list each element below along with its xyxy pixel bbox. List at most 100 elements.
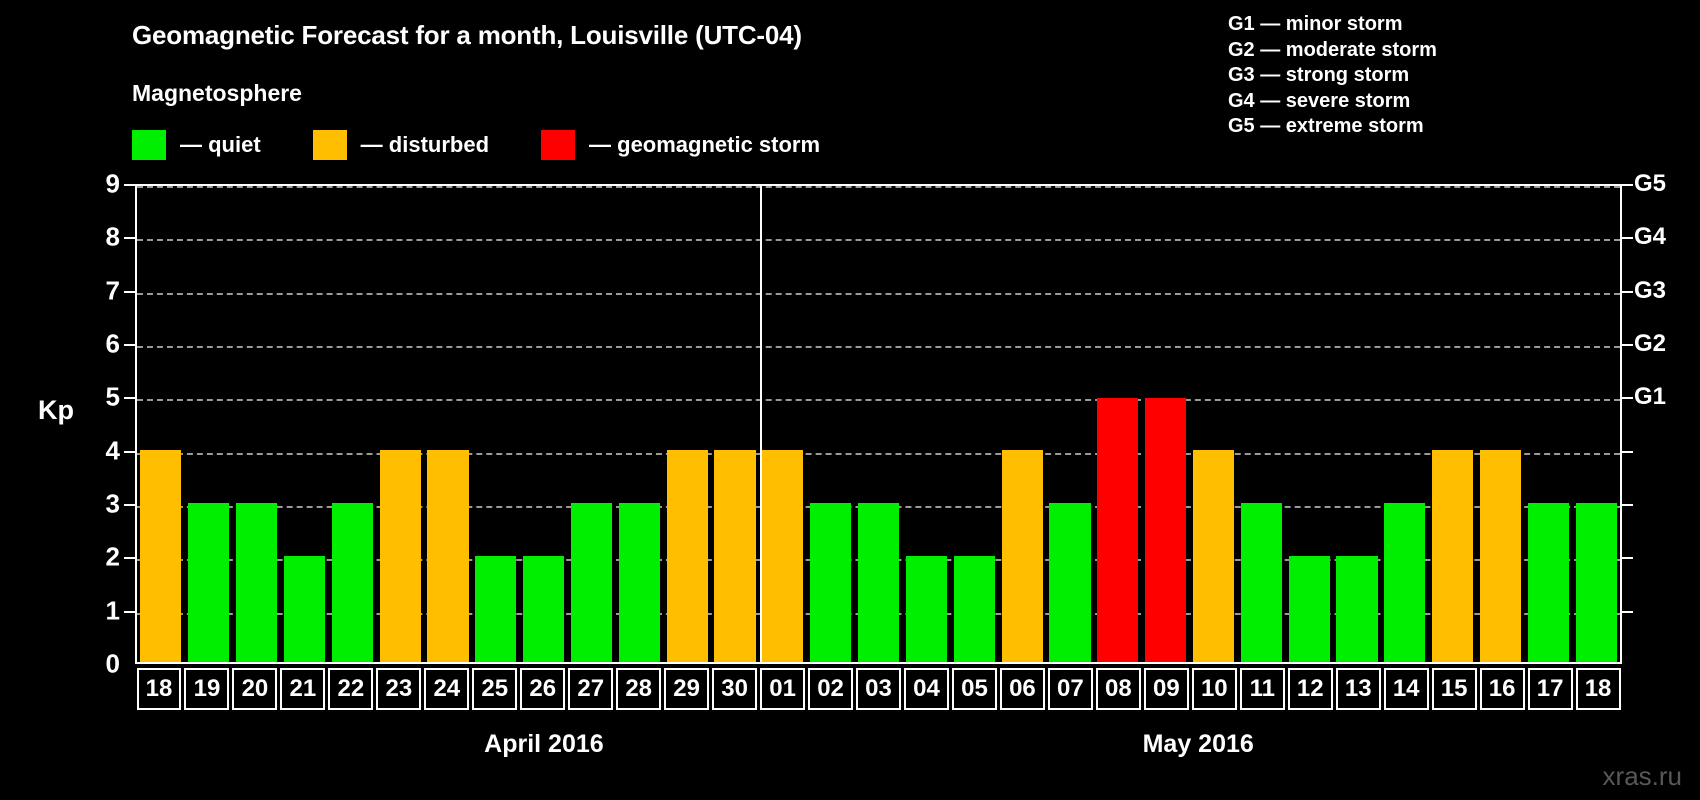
date-label[interactable]: 26 [520, 668, 566, 710]
bar-cell[interactable] [1477, 186, 1525, 662]
bar-cell[interactable] [1429, 186, 1477, 662]
bar[interactable] [1240, 503, 1282, 662]
legend-swatch-icon [312, 130, 347, 160]
bar-cell[interactable] [1142, 186, 1190, 662]
date-label[interactable]: 07 [1047, 668, 1093, 710]
date-label[interactable]: 14 [1383, 668, 1429, 710]
bar[interactable] [1145, 397, 1187, 662]
bar-cell[interactable] [1381, 186, 1429, 662]
bar-cell[interactable] [903, 186, 951, 662]
bar-cell[interactable] [663, 186, 711, 662]
bar-cell[interactable] [615, 186, 663, 662]
bar-cell[interactable] [520, 186, 568, 662]
bar-cell[interactable] [376, 186, 424, 662]
date-label[interactable]: 29 [664, 668, 710, 710]
bar-cell[interactable] [233, 186, 281, 662]
bar[interactable] [714, 450, 756, 662]
bar-cell[interactable] [185, 186, 233, 662]
bar[interactable] [1001, 450, 1043, 662]
date-label[interactable]: 22 [328, 668, 374, 710]
date-label[interactable]: 11 [1239, 668, 1285, 710]
date-label[interactable]: 05 [951, 668, 997, 710]
bar[interactable] [140, 450, 182, 662]
y-tick-label: 5 [105, 381, 120, 412]
bar[interactable] [1049, 503, 1091, 662]
bar-cell[interactable] [855, 186, 903, 662]
bar[interactable] [1384, 503, 1426, 662]
date-label[interactable]: 27 [568, 668, 614, 710]
bar[interactable] [331, 503, 373, 662]
date-label[interactable]: 18 [136, 668, 182, 710]
date-label[interactable]: 08 [1095, 668, 1141, 710]
bar[interactable] [188, 503, 230, 662]
bar-cell[interactable] [137, 186, 185, 662]
date-label[interactable]: 24 [424, 668, 470, 710]
bar[interactable] [666, 450, 708, 662]
bar-cell[interactable] [1285, 186, 1333, 662]
bar[interactable] [1527, 503, 1569, 662]
bar-cell[interactable] [1572, 186, 1620, 662]
date-label[interactable]: 09 [1143, 668, 1189, 710]
date-label[interactable]: 17 [1527, 668, 1573, 710]
date-label[interactable]: 18 [1575, 668, 1621, 710]
bar[interactable] [475, 556, 517, 662]
date-label[interactable]: 19 [184, 668, 230, 710]
bar-cell[interactable] [1046, 186, 1094, 662]
bar-cell[interactable] [568, 186, 616, 662]
bar[interactable] [905, 556, 947, 662]
bar[interactable] [858, 503, 900, 662]
date-label[interactable]: 12 [1287, 668, 1333, 710]
bar-cell[interactable] [807, 186, 855, 662]
bar[interactable] [618, 503, 660, 662]
bar-cell[interactable] [1237, 186, 1285, 662]
date-label[interactable]: 20 [232, 668, 278, 710]
bar[interactable] [570, 503, 613, 662]
bar[interactable] [810, 503, 852, 662]
date-label[interactable]: 03 [856, 668, 901, 710]
bar-cell[interactable] [950, 186, 998, 662]
bar[interactable] [1288, 556, 1330, 662]
bar-cell[interactable] [998, 186, 1046, 662]
bar[interactable] [236, 503, 278, 662]
bar[interactable] [953, 556, 995, 662]
bar-cell[interactable] [1190, 186, 1238, 662]
bar-cell[interactable] [711, 186, 759, 662]
date-label[interactable]: 13 [1335, 668, 1381, 710]
bar[interactable] [1097, 397, 1139, 662]
bar[interactable] [1479, 450, 1522, 662]
bar[interactable] [427, 450, 469, 662]
bar[interactable] [1336, 556, 1378, 662]
bar-cell[interactable] [1333, 186, 1381, 662]
date-label[interactable]: 06 [999, 668, 1045, 710]
date-label[interactable]: 15 [1431, 668, 1477, 710]
date-label[interactable]: 23 [376, 668, 422, 710]
bar-cell[interactable] [1094, 186, 1142, 662]
date-label[interactable]: 01 [760, 668, 806, 710]
date-label[interactable]: 02 [808, 668, 854, 710]
bar[interactable] [1432, 450, 1474, 662]
bar-cell[interactable] [1524, 186, 1572, 662]
bar[interactable] [762, 450, 804, 662]
date-label[interactable]: 10 [1191, 668, 1237, 710]
date-label[interactable]: 30 [712, 668, 758, 710]
bar-cell[interactable] [281, 186, 329, 662]
bar[interactable] [523, 556, 565, 662]
bar[interactable] [1575, 503, 1617, 662]
bar-cell[interactable] [472, 186, 520, 662]
bar-cell[interactable] [759, 186, 807, 662]
storm-scale-line: G2 — moderate storm [1228, 38, 1437, 61]
date-label[interactable]: 25 [472, 668, 518, 710]
legend-label: — quiet [180, 132, 261, 157]
g-tick-label: G5 [1634, 170, 1667, 197]
bar[interactable] [283, 556, 326, 662]
bar-cell[interactable] [328, 186, 376, 662]
date-label[interactable]: 04 [904, 668, 949, 710]
bar[interactable] [1192, 450, 1235, 662]
bar-cell[interactable] [424, 186, 472, 662]
date-label[interactable]: 16 [1479, 668, 1525, 710]
g-tick-mark [1622, 450, 1633, 453]
date-label[interactable]: 21 [280, 668, 326, 710]
bar[interactable] [379, 450, 421, 662]
date-label[interactable]: 28 [616, 668, 662, 710]
gridline [137, 292, 1620, 295]
